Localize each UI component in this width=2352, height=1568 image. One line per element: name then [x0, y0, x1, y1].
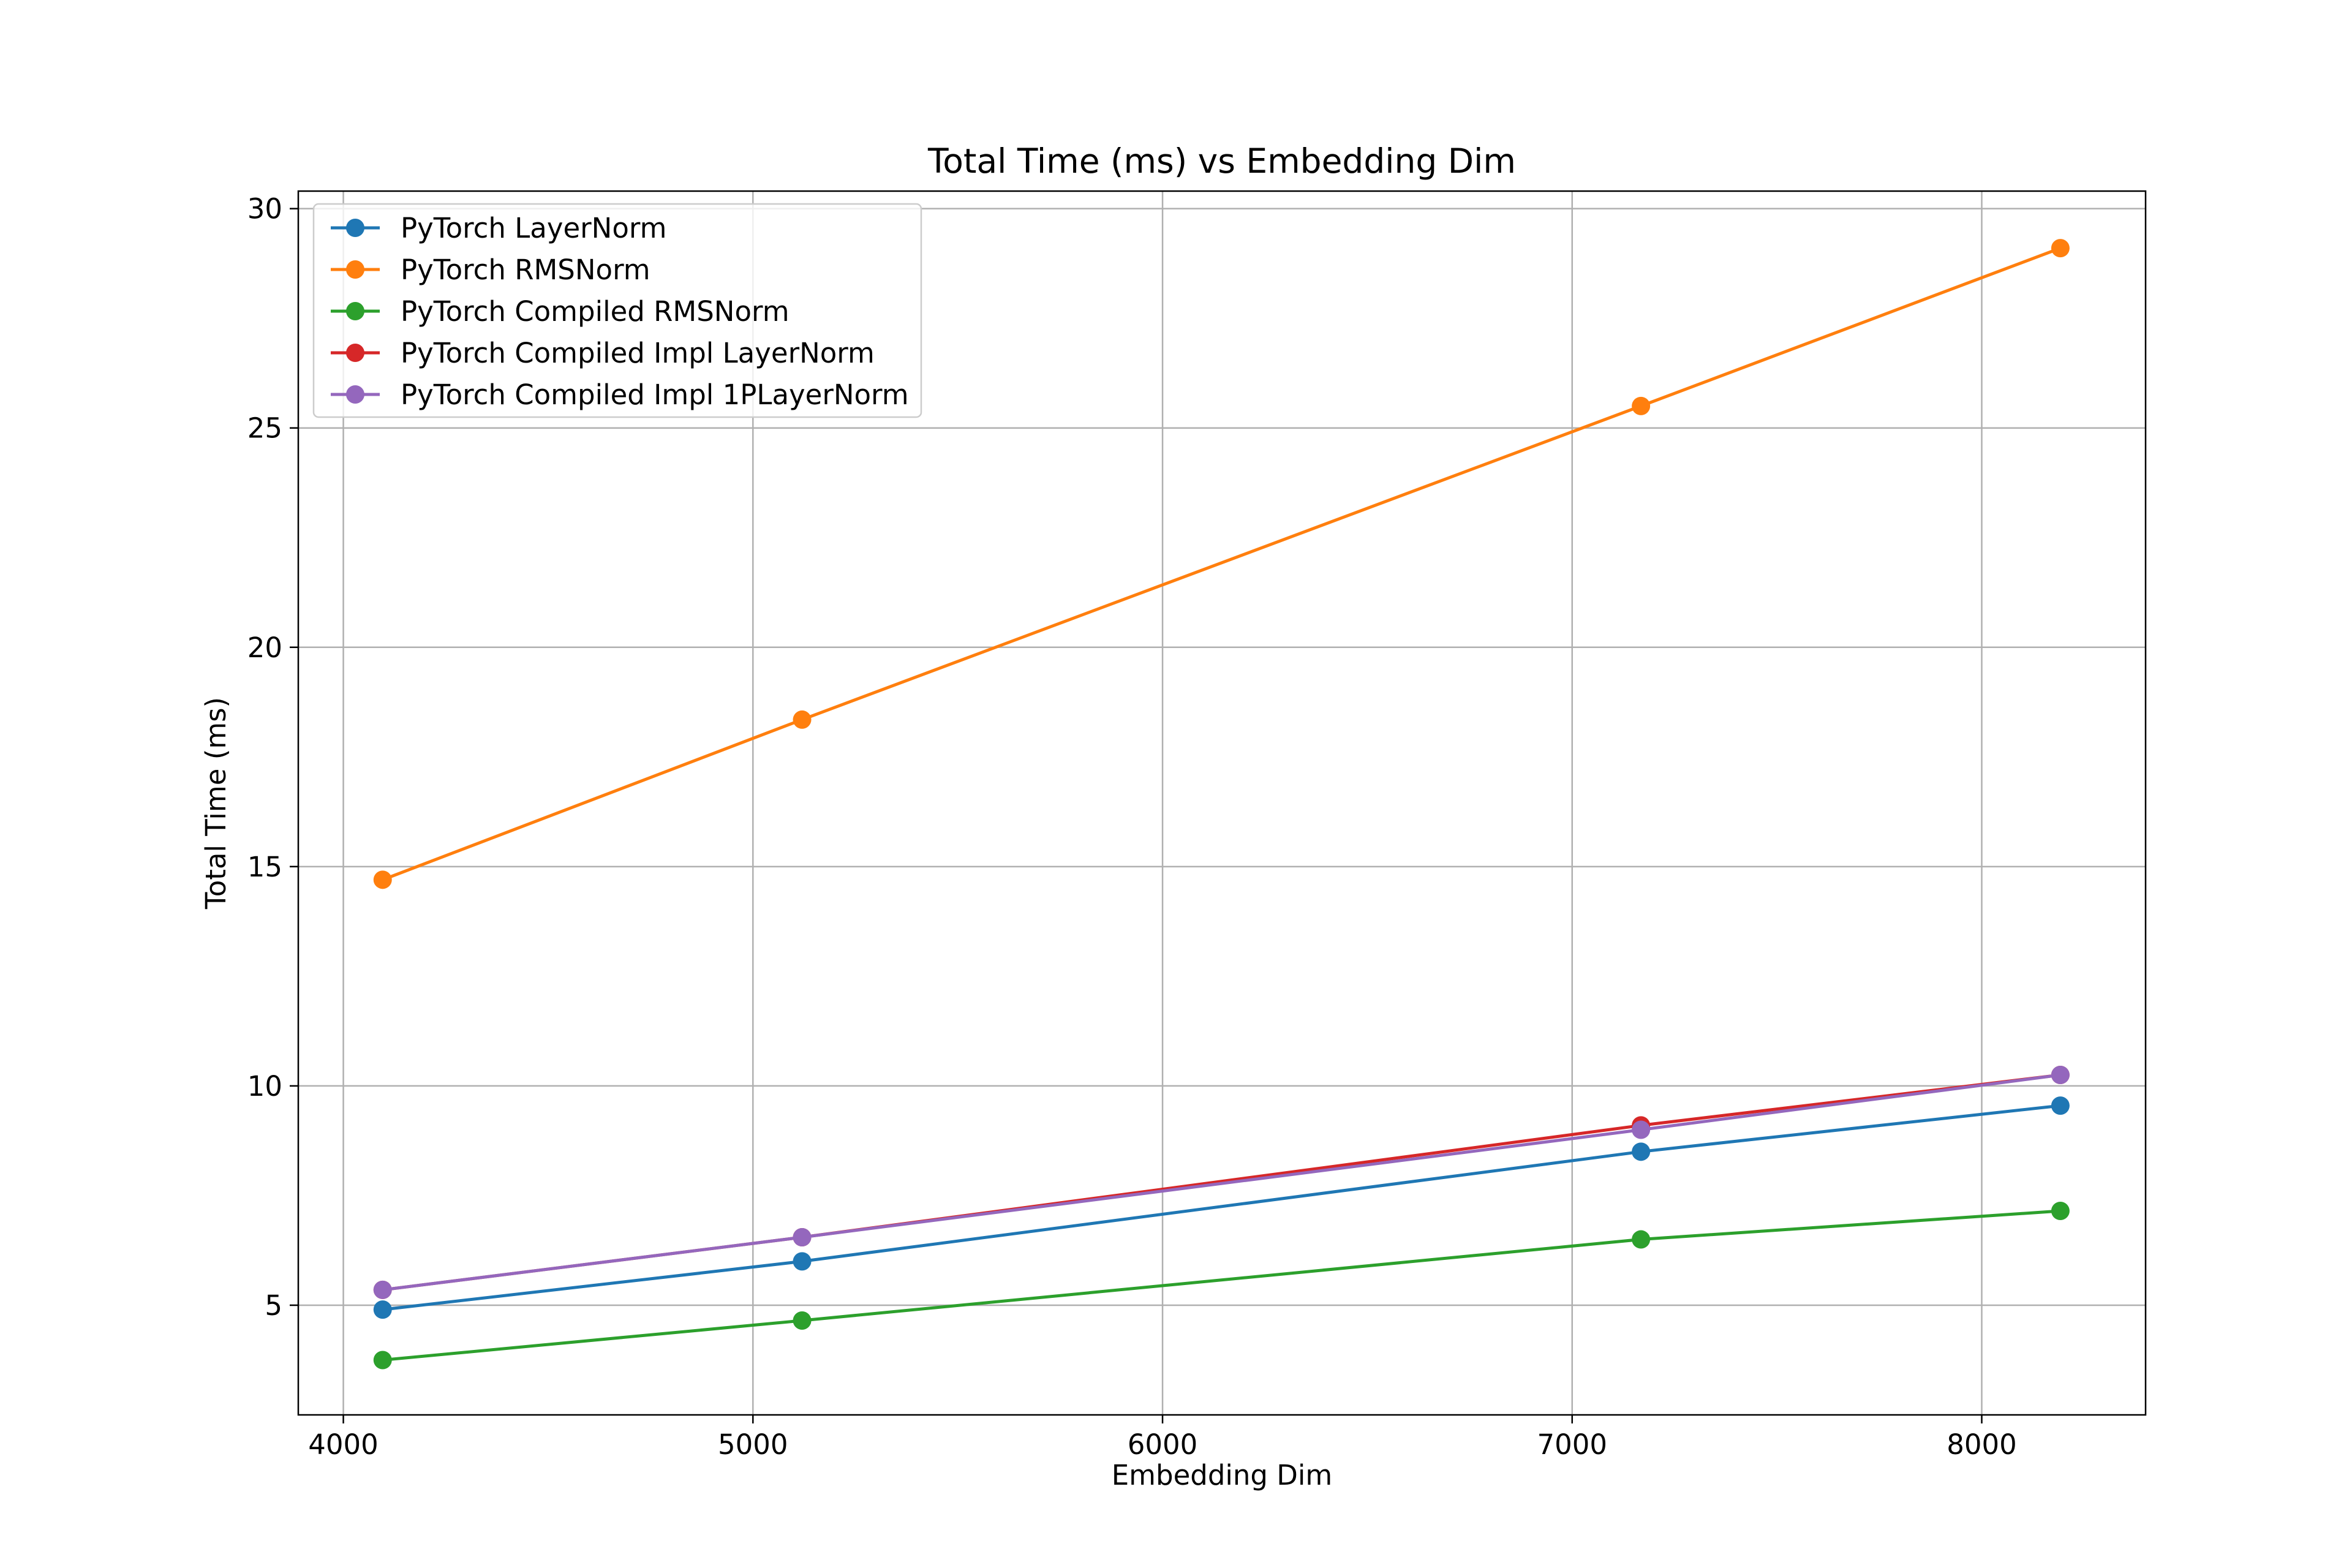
chart-title: Total Time (ms) vs Embedding Dim [927, 141, 1516, 181]
legend-marker-1 [346, 219, 364, 237]
x-tick-label: 4000 [308, 1428, 379, 1461]
legend-label-2: PyTorch RMSNorm [401, 254, 650, 286]
data-point [373, 870, 392, 889]
series-line-2 [382, 246, 2061, 881]
series-line-1 [382, 1104, 2061, 1311]
data-point [2051, 1066, 2070, 1084]
data-point [2051, 1096, 2070, 1115]
data-point [373, 1280, 392, 1299]
plot-area-frame [297, 190, 2147, 1416]
data-point [1632, 396, 1651, 415]
y-tick-label: 25 [247, 412, 282, 445]
data-point [373, 1351, 392, 1370]
y-tick-label: 10 [247, 1070, 282, 1102]
tick-layer: 4000 5000 6000 7000 8000 5 10 15 20 25 30 [247, 193, 2017, 1461]
x-tick-label: 6000 [1128, 1428, 1198, 1461]
y-tick-label: 30 [247, 193, 282, 225]
data-point [793, 1252, 812, 1271]
data-point [793, 1311, 812, 1330]
data-point [1632, 1120, 1651, 1139]
y-tick-label: 5 [265, 1289, 282, 1322]
x-tick-label: 8000 [1947, 1428, 2017, 1461]
legend-label-5: PyTorch Compiled Impl 1PLayerNorm [401, 379, 909, 411]
y-tick-label: 15 [247, 851, 282, 883]
y-tick-label: 20 [247, 631, 282, 664]
legend: PyTorch LayerNorm PyTorch RMSNorm PyTorch … [312, 203, 922, 418]
legend-box [312, 203, 922, 418]
data-point [1632, 1142, 1651, 1161]
legend-label-1: PyTorch LayerNorm [401, 212, 666, 244]
series-line-5 [382, 1073, 2061, 1292]
y-axis-label: Total Time (ms) [200, 697, 232, 910]
series-layer [373, 239, 2070, 1370]
legend-marker-3 [346, 302, 364, 320]
x-tick-label: 5000 [718, 1428, 788, 1461]
legend-marker-2 [346, 260, 364, 279]
series-line-3 [382, 1209, 2061, 1362]
data-point [793, 1227, 812, 1246]
legend-marker-5 [346, 385, 364, 404]
legend-label-4: PyTorch Compiled Impl LayerNorm [401, 337, 875, 369]
data-point [2051, 239, 2070, 258]
x-axis-label: Embedding Dim [1112, 1459, 1333, 1491]
x-tick-label: 7000 [1537, 1428, 1608, 1461]
legend-label-3: PyTorch Compiled RMSNorm [401, 295, 790, 328]
data-point [2051, 1202, 2070, 1220]
data-point [793, 710, 812, 729]
legend-marker-4 [346, 344, 364, 362]
data-point [1632, 1230, 1651, 1249]
data-point [373, 1300, 392, 1319]
